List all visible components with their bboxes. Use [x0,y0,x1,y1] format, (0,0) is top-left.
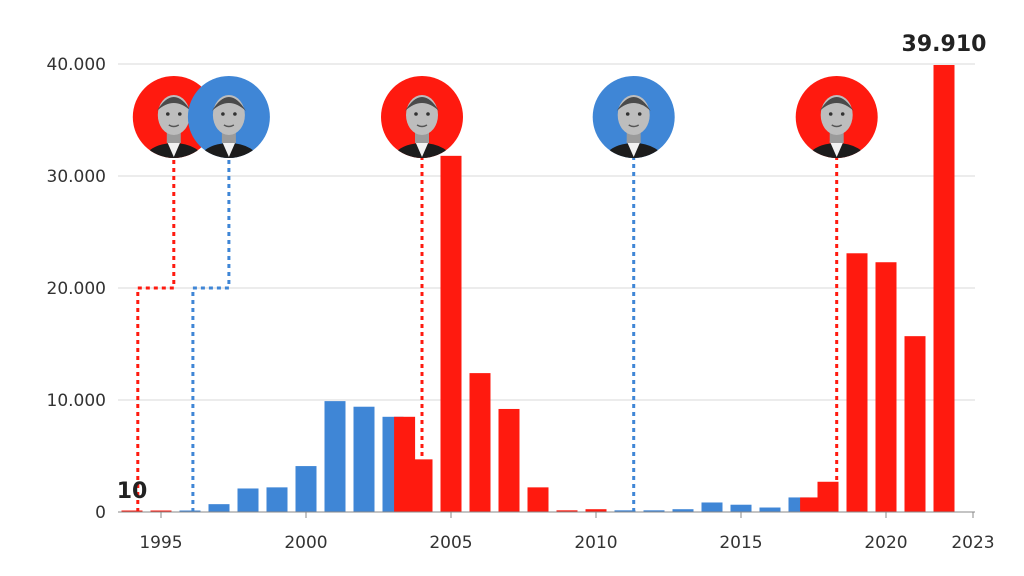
pedro-sanchez-portrait [795,76,878,158]
portraits [132,76,878,158]
y-tick-label: 30.000 [47,167,106,187]
jose-maria-aznar-portrait [187,76,270,158]
x-tick-label: 2015 [719,533,762,553]
bar [759,507,781,512]
bar [324,401,346,512]
bar [394,416,416,512]
bar [469,373,491,512]
bar [295,466,317,512]
bar [933,65,955,513]
data-label: 39.910 [902,32,987,57]
axis-ticks: 0 10.000 20.000 30.000 40.000 1995 2000 2005 201… [47,55,995,553]
x-tick-label: 2020 [864,533,907,553]
bar [237,488,259,512]
y-tick-label: 10.000 [47,391,106,411]
bar [527,487,549,512]
x-tick-label: 2010 [574,533,617,553]
bar [585,509,607,512]
bar [266,487,288,512]
bar [440,155,462,512]
bar [817,481,839,512]
bar [498,408,520,512]
y-tick-label: 20.000 [47,279,106,299]
government-connector [136,157,176,512]
bar [904,336,926,512]
bar [150,510,172,512]
bar [208,504,230,512]
bar [179,510,201,512]
bar [800,497,822,512]
x-tick-label: 2005 [429,533,472,553]
y-tick-label: 0 [95,503,106,523]
bar [672,509,694,512]
data-label: 10 [117,479,148,504]
government-connector [191,157,231,512]
bar [411,459,433,512]
bar [353,406,375,512]
bar [614,510,636,512]
x-tick-label: 2023 [951,533,994,553]
bars [121,65,955,513]
y-tick-label: 40.000 [47,55,106,75]
value-labels: 10 39.910 [117,32,987,504]
government-markers [136,157,839,512]
jose-luis-rodriguez-zapatero-portrait [381,76,463,158]
mariano-rajoy-portrait [592,76,675,158]
bar [730,504,752,512]
x-tick-label: 2000 [284,533,327,553]
bar [701,502,723,512]
bar [875,262,897,512]
bar [556,510,578,512]
bar [643,510,665,512]
gridlines [118,63,975,401]
bar [121,510,143,512]
bar [846,253,868,512]
x-tick-label: 1995 [139,533,182,553]
